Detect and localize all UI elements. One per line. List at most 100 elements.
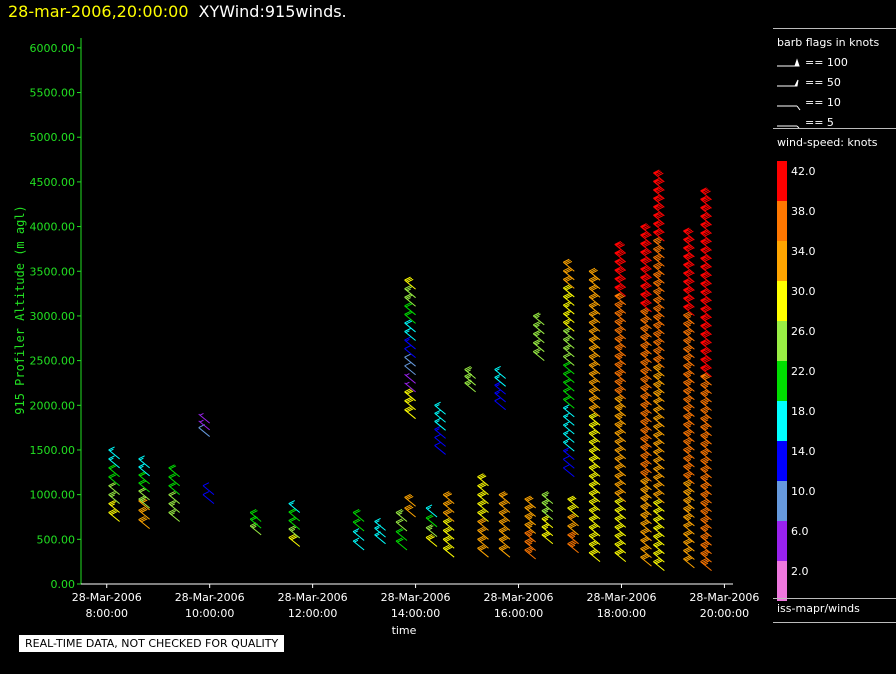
wind-barb: [395, 537, 408, 551]
wind-barb: [498, 500, 511, 513]
wind-barb: [425, 534, 438, 547]
wind-barb: [614, 446, 627, 460]
wind-barb: [434, 409, 446, 423]
wind-barb: [168, 491, 180, 504]
colorbar-segment: [777, 521, 787, 561]
wind-barb: [532, 339, 545, 353]
wind-barb: [588, 421, 601, 435]
wind-barb: [640, 519, 652, 533]
wind-barb: [653, 558, 665, 571]
wind-barb: [683, 252, 695, 266]
wind-barb: [168, 473, 180, 487]
wind-barb: [138, 463, 150, 477]
wind-barb: [532, 330, 545, 344]
legend-divider: [773, 622, 896, 623]
wind-barb: [640, 273, 652, 287]
wind-barb: [198, 419, 211, 431]
colorbar-segment: [777, 481, 787, 521]
wind-barb: [683, 387, 695, 401]
wind-barb: [404, 293, 416, 307]
wind-barb: [653, 228, 665, 242]
legend-divider: [773, 128, 896, 129]
wind-barb: [653, 203, 665, 217]
wind-barb: [653, 304, 665, 318]
colorbar-segment: [777, 161, 787, 201]
wind-barb: [640, 307, 652, 321]
wind-barb: [498, 544, 511, 558]
wind-barb: [640, 256, 652, 270]
wind-barb: [614, 403, 627, 417]
wind-barb: [653, 220, 665, 233]
wind-barb: [562, 267, 575, 281]
colorbar-label: 18.0: [791, 405, 816, 418]
wind-barb: [588, 480, 601, 494]
wind-barb: [562, 438, 575, 452]
wind-barb: [653, 397, 665, 411]
wind-barb: [562, 258, 575, 272]
wind-barb: [524, 504, 537, 517]
wind-barb: [562, 412, 575, 426]
wind-barb: [108, 491, 120, 504]
wind-barb: [653, 482, 665, 495]
wind-barb: [567, 495, 579, 509]
wind-barb: [640, 265, 652, 279]
wind-barb: [138, 455, 150, 469]
wind-barb: [640, 350, 652, 364]
wind-barb: [567, 531, 579, 545]
wind-barb: [532, 312, 545, 326]
wind-barb: [442, 491, 455, 504]
y-axis-label: 915 Profiler Altitude (m agl): [13, 205, 27, 415]
y-tick-label: 3000.00: [30, 310, 76, 323]
colorbar-segment: [777, 401, 787, 441]
colorbar-label: 42.0: [791, 165, 816, 178]
wind-barb: [562, 378, 575, 392]
wind-barb: [567, 504, 579, 518]
wind-barb: [198, 424, 211, 437]
wind-barb: [700, 532, 712, 546]
wind-barb: [352, 518, 365, 532]
barb-legend-label: == 5: [805, 116, 834, 129]
wind-barb: [700, 457, 712, 470]
legend-panel: barb flags in knots == 100 == 50 == 10 == 5…: [773, 28, 896, 628]
wind-barb: [683, 420, 695, 434]
wind-barb: [532, 321, 545, 335]
wind-barb: [562, 361, 575, 375]
wind-barb: [653, 355, 665, 369]
wind-barb: [653, 439, 665, 453]
wind-barb: [588, 310, 601, 324]
wind-barb: [653, 330, 665, 343]
wind-barb: [683, 488, 695, 502]
wind-barb: [640, 316, 652, 330]
wind-barb: [640, 443, 652, 457]
wind-barb: [700, 423, 712, 437]
wind-barb: [588, 463, 601, 477]
wind-barb: [700, 414, 712, 428]
wind-barb: [700, 364, 712, 378]
wind-barb: [700, 465, 712, 479]
wind-barb: [683, 479, 695, 493]
wind-barb: [524, 529, 537, 543]
wind-barb: [614, 283, 627, 297]
wind-barb: [614, 377, 627, 391]
wind-barb: [683, 261, 695, 275]
wind-barb: [442, 535, 455, 549]
wind-barb: [614, 300, 627, 314]
x-tick-date: 28-Mar-2006: [381, 591, 451, 604]
wind-barb: [614, 514, 627, 528]
wind-barb: [700, 398, 712, 411]
wind-barb: [640, 384, 652, 397]
wind-barb: [640, 545, 652, 559]
wind-barb: [653, 549, 665, 563]
wind-barb: [700, 339, 712, 352]
wind-barb: [614, 352, 627, 366]
wind-barb: [700, 313, 712, 327]
wind-barb: [498, 509, 511, 522]
wind-barb: [138, 516, 150, 529]
y-tick-label: 6000.00: [30, 42, 76, 55]
wind-barb: [434, 401, 446, 415]
wind-barb: [108, 464, 120, 478]
wind-barb: [640, 485, 652, 499]
wind-barb: [640, 553, 652, 567]
colorbar-segment: [777, 281, 787, 321]
wind-barb: [541, 499, 554, 513]
